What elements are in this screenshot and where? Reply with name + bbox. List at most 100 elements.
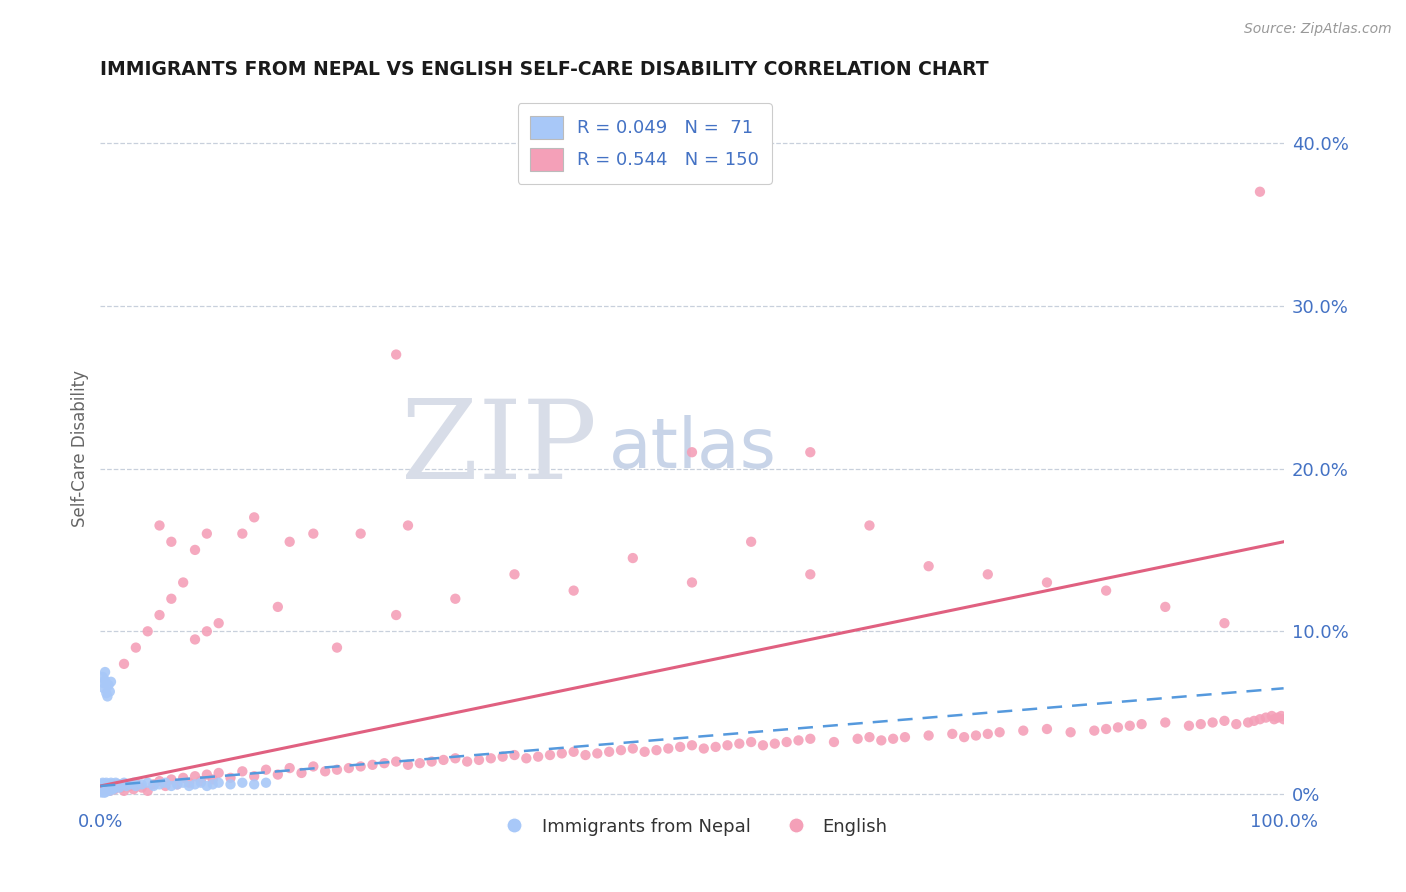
Point (432, 753, 454, 767)
Point (103, 777, 125, 791)
Point (166, 777, 188, 791)
Point (98, 784, 121, 798)
Point (136, 624, 159, 639)
Point (172, 771, 194, 785)
Point (562, 583, 585, 598)
Point (91, 776, 114, 790)
Point (1095, 722, 1118, 736)
Point (160, 779, 183, 793)
Point (122, 782, 145, 797)
Point (101, 779, 124, 793)
Point (115, 779, 138, 793)
Point (107, 777, 129, 791)
Point (103, 779, 125, 793)
Point (1254, 710, 1277, 724)
Point (1249, 185, 1271, 199)
Point (858, 518, 880, 533)
Point (1012, 723, 1035, 738)
Point (1213, 714, 1236, 728)
Point (1119, 719, 1142, 733)
Point (669, 739, 692, 754)
Point (350, 526, 373, 541)
Point (155, 779, 177, 793)
Point (704, 739, 727, 754)
Point (98, 782, 121, 797)
Point (125, 776, 148, 790)
Point (190, 774, 212, 789)
Point (420, 755, 443, 769)
Point (1272, 712, 1295, 726)
Point (799, 445, 821, 459)
Point (1189, 717, 1212, 731)
Point (1036, 722, 1059, 736)
Point (96, 777, 118, 791)
Point (96, 776, 118, 790)
Point (93, 780, 115, 795)
Point (97, 782, 120, 797)
Point (586, 747, 609, 761)
Point (977, 567, 1000, 582)
Point (1225, 717, 1247, 731)
Point (94, 782, 117, 797)
Point (112, 776, 135, 790)
Point (184, 542, 207, 557)
Point (409, 756, 432, 771)
Point (953, 730, 976, 744)
Point (278, 761, 301, 775)
Point (326, 640, 349, 655)
Point (97, 780, 120, 795)
Point (254, 776, 277, 790)
Point (96, 784, 118, 798)
Point (515, 751, 537, 765)
Point (195, 526, 218, 541)
Point (1083, 723, 1105, 738)
Point (373, 756, 395, 771)
Point (503, 567, 526, 582)
Point (385, 608, 408, 623)
Point (136, 784, 159, 798)
Point (148, 608, 170, 623)
Point (254, 763, 277, 777)
Point (716, 739, 738, 753)
Point (118, 777, 141, 791)
Point (93, 779, 115, 793)
Point (468, 753, 491, 767)
Point (278, 534, 301, 549)
Point (98, 684, 121, 698)
Point (681, 445, 703, 459)
Legend: Immigrants from Nepal, English: Immigrants from Nepal, English (489, 810, 894, 843)
Point (1213, 616, 1236, 631)
Point (142, 777, 165, 791)
Point (799, 731, 821, 746)
Point (118, 779, 141, 793)
Point (799, 567, 821, 582)
Point (243, 510, 266, 524)
Point (131, 777, 153, 791)
Point (195, 767, 218, 781)
Point (195, 779, 218, 793)
Point (775, 735, 797, 749)
Point (100, 674, 122, 689)
Point (562, 745, 585, 759)
Point (610, 743, 633, 757)
Point (96, 690, 118, 704)
Point (90, 782, 112, 797)
Point (98, 784, 121, 798)
Point (302, 526, 325, 541)
Point (681, 739, 703, 753)
Point (657, 741, 679, 756)
Point (231, 764, 253, 779)
Point (858, 730, 880, 744)
Point (1263, 712, 1285, 726)
Point (396, 757, 419, 772)
Point (1154, 599, 1177, 614)
Point (1107, 720, 1129, 734)
Point (870, 733, 893, 747)
Point (100, 777, 122, 791)
Point (155, 776, 177, 790)
Point (361, 757, 384, 772)
Point (290, 766, 312, 780)
Point (645, 743, 668, 757)
Point (195, 624, 218, 639)
Point (201, 772, 224, 787)
